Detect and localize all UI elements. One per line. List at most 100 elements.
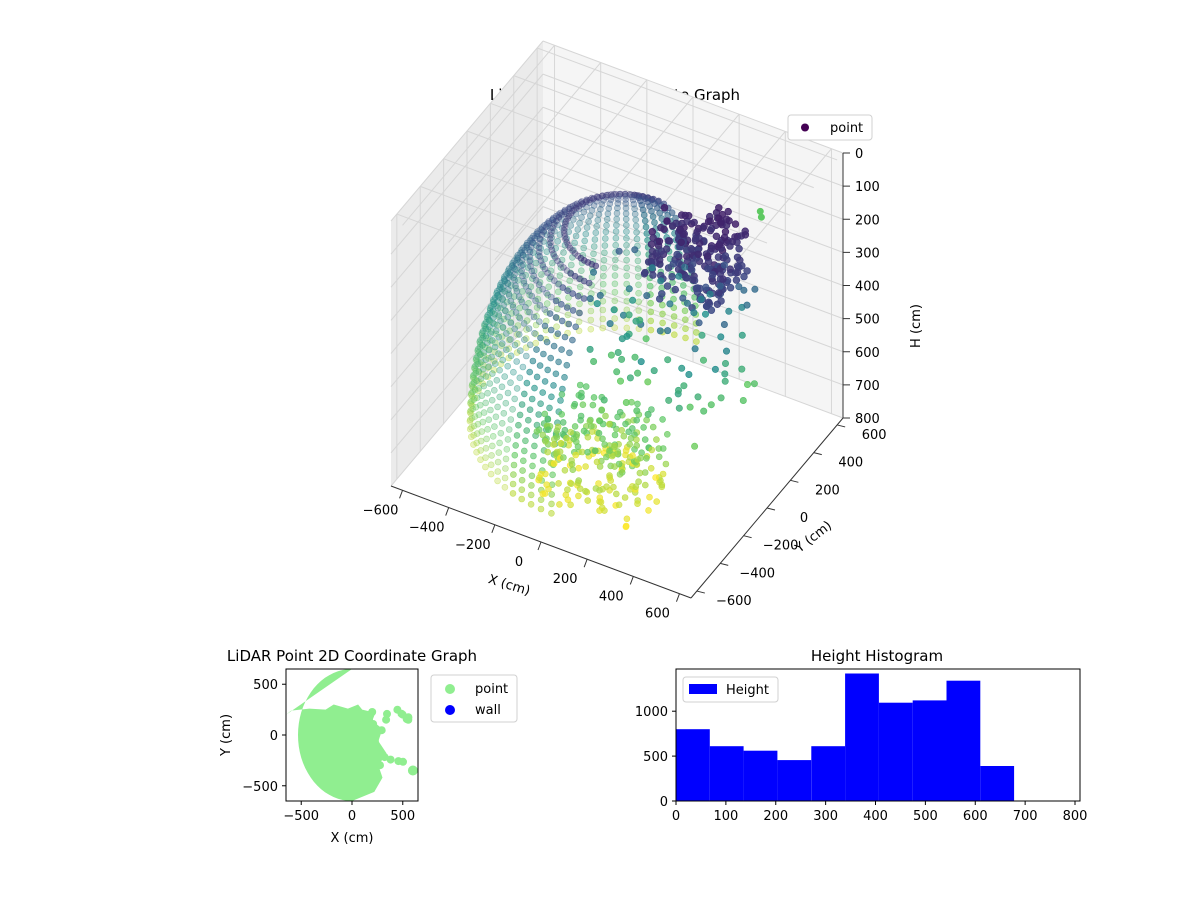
chart-3d-point bbox=[642, 335, 650, 343]
chart-3d-point bbox=[484, 389, 491, 397]
chart-3d-point bbox=[550, 460, 558, 467]
chart-3d-point bbox=[717, 297, 725, 305]
chart-3d-point bbox=[524, 416, 532, 424]
chart-2d-axes: −500 0 500 −500 0 500 bbox=[242, 668, 419, 824]
chart-3d-point bbox=[556, 272, 564, 279]
chart-2d-points bbox=[286, 669, 418, 801]
chart-3d-point bbox=[561, 466, 569, 474]
chart-3d-point bbox=[584, 448, 591, 456]
chart-3d-point bbox=[566, 349, 573, 357]
chart-3d-point bbox=[658, 290, 666, 298]
chart-3d-point bbox=[482, 463, 489, 471]
chart-3d-point bbox=[550, 382, 557, 389]
chart-3d-point bbox=[566, 277, 574, 285]
chart-3d-point bbox=[695, 319, 703, 327]
chart-3d-point bbox=[732, 276, 741, 284]
chart-3d-point bbox=[507, 379, 514, 387]
chart-3d-point bbox=[494, 403, 501, 411]
chart-3d-point bbox=[702, 283, 710, 291]
chart-3d-point bbox=[541, 410, 549, 418]
chart-3d-point bbox=[500, 301, 508, 309]
chart-3d-x-tick bbox=[491, 524, 496, 533]
chart-2d-point bbox=[382, 715, 391, 724]
chart-2d-x-tick-label: 500 bbox=[390, 809, 415, 824]
chart-2d-point bbox=[377, 726, 386, 735]
chart-3d-point bbox=[625, 428, 633, 436]
chart-3d-point bbox=[649, 423, 657, 431]
chart-3d-point bbox=[496, 393, 504, 401]
chart-3d-point bbox=[564, 311, 572, 319]
chart-3d-point bbox=[528, 292, 536, 300]
chart-3d-point bbox=[507, 352, 515, 360]
chart-3d-point bbox=[735, 245, 743, 253]
chart-3d-point bbox=[721, 377, 729, 385]
chart-3d-x-tick-label: 200 bbox=[553, 572, 578, 587]
chart-3d-point bbox=[611, 324, 619, 332]
chart-3d-point bbox=[521, 336, 528, 344]
chart-3d-point bbox=[677, 238, 685, 247]
chart-3d-point bbox=[590, 243, 598, 250]
chart-3d-point bbox=[607, 477, 615, 484]
histogram-legend-swatch bbox=[689, 684, 717, 694]
chart-3d-point bbox=[690, 309, 698, 317]
chart-3d-point bbox=[487, 461, 495, 469]
chart-3d-y-tick-label: 400 bbox=[838, 456, 863, 471]
chart-3d-point bbox=[596, 463, 604, 470]
chart-3d-point bbox=[635, 289, 642, 297]
chart-3d-point bbox=[542, 223, 550, 231]
chart-3d-point bbox=[720, 261, 728, 269]
chart-3d-point bbox=[647, 326, 655, 334]
chart-3d-y-tick bbox=[720, 562, 729, 566]
chart-3d-point bbox=[569, 336, 576, 344]
chart-3d-point bbox=[643, 454, 650, 462]
chart-3d-point bbox=[470, 396, 478, 403]
chart-3d-point bbox=[554, 330, 562, 338]
chart-3d-point bbox=[553, 305, 561, 313]
chart-3d-gridline bbox=[542, 305, 844, 419]
chart-3d-point bbox=[598, 201, 606, 208]
chart-3d-point bbox=[495, 311, 503, 318]
histogram-bar bbox=[912, 700, 947, 801]
chart-3d-point bbox=[471, 413, 479, 420]
chart-3d-point bbox=[720, 233, 729, 242]
chart-3d-point bbox=[564, 287, 571, 295]
chart-2d-point bbox=[369, 720, 378, 728]
chart-3d-point bbox=[537, 496, 545, 504]
chart-3d-point bbox=[600, 264, 608, 272]
chart-3d-point bbox=[647, 299, 654, 307]
histogram-bar bbox=[878, 702, 913, 801]
chart-3d-point bbox=[647, 308, 655, 316]
chart-3d-point bbox=[558, 391, 566, 398]
chart-3d-point bbox=[490, 300, 498, 308]
chart-3d-point bbox=[603, 216, 611, 223]
chart-3d-point bbox=[648, 264, 656, 272]
chart-3d-point bbox=[487, 470, 495, 478]
chart-3d-point bbox=[690, 218, 698, 227]
chart-3d-point bbox=[603, 453, 610, 461]
chart-3d-point bbox=[488, 370, 496, 377]
chart-3d-point bbox=[513, 349, 521, 356]
chart-3d-axes: −600−400−2000200400600−600−400−200020040… bbox=[363, 147, 887, 622]
chart-3d-point bbox=[634, 265, 642, 272]
chart-3d-point bbox=[519, 252, 527, 259]
chart-2d-point bbox=[386, 755, 395, 764]
chart-3d-point bbox=[716, 282, 724, 290]
chart-3d-point bbox=[674, 386, 682, 394]
chart-3d-point bbox=[665, 237, 674, 245]
chart-3d-point bbox=[587, 325, 595, 333]
chart-3d-point bbox=[574, 292, 582, 300]
chart-3d-point bbox=[606, 447, 613, 455]
chart-3d-gridline bbox=[542, 272, 844, 386]
chart-3d-point bbox=[664, 212, 672, 219]
chart-3d-point bbox=[613, 215, 621, 223]
chart-3d-y-tick-label: 600 bbox=[862, 428, 887, 443]
chart-3d-point bbox=[656, 209, 664, 217]
chart-3d-point bbox=[644, 410, 652, 418]
chart-3d-point bbox=[733, 253, 742, 261]
histogram-y-tick-label: 500 bbox=[643, 750, 668, 765]
chart-3d-point bbox=[590, 357, 598, 365]
chart-3d-point bbox=[590, 250, 597, 258]
chart-3d-x-tick bbox=[399, 490, 404, 499]
chart-3d-point bbox=[712, 232, 721, 241]
chart-3d-point bbox=[681, 316, 689, 324]
